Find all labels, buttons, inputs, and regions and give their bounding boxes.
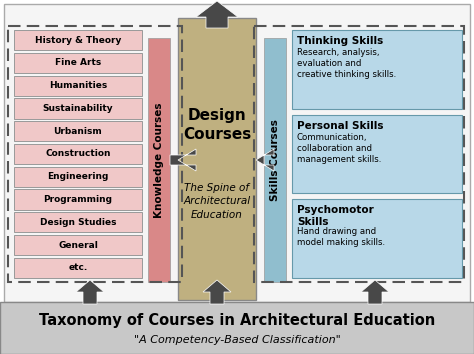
Text: Communication,
collaboration and
management skills.: Communication, collaboration and managem… bbox=[297, 133, 382, 164]
Bar bbox=[178, 18, 256, 300]
Text: Personal Skills: Personal Skills bbox=[297, 121, 383, 131]
Bar bbox=[14, 53, 142, 73]
Polygon shape bbox=[361, 280, 389, 304]
Bar bbox=[148, 38, 170, 282]
Text: Fine Arts: Fine Arts bbox=[55, 58, 101, 67]
Polygon shape bbox=[170, 149, 196, 171]
Polygon shape bbox=[256, 149, 274, 171]
Bar bbox=[14, 189, 142, 210]
Text: Construction: Construction bbox=[45, 149, 111, 159]
Text: Design
Courses: Design Courses bbox=[183, 108, 251, 142]
Bar bbox=[14, 167, 142, 187]
Text: Urbanism: Urbanism bbox=[54, 127, 102, 136]
Text: General: General bbox=[58, 241, 98, 250]
Bar bbox=[14, 212, 142, 233]
Bar bbox=[14, 30, 142, 50]
Text: Hand drawing and
model making skills.: Hand drawing and model making skills. bbox=[297, 227, 385, 247]
Bar bbox=[292, 115, 462, 193]
Text: Taxonomy of Courses in Architectural Education: Taxonomy of Courses in Architectural Edu… bbox=[39, 313, 435, 327]
Text: Research, analysis,
evaluation and
creative thinking skills.: Research, analysis, evaluation and creat… bbox=[297, 48, 396, 79]
Text: History & Theory: History & Theory bbox=[35, 36, 121, 45]
Bar bbox=[14, 75, 142, 96]
Text: Sustainability: Sustainability bbox=[43, 104, 113, 113]
Text: The Spine of
Architectural
Education: The Spine of Architectural Education bbox=[183, 183, 251, 219]
Text: Knowledge Courses: Knowledge Courses bbox=[154, 102, 164, 218]
Bar bbox=[264, 38, 286, 282]
Bar bbox=[14, 235, 142, 255]
Polygon shape bbox=[203, 280, 231, 304]
Text: Psychomotor
Skills: Psychomotor Skills bbox=[297, 205, 374, 227]
Bar bbox=[292, 199, 462, 278]
Bar bbox=[0, 302, 474, 354]
Text: "A Competency-Based Classification": "A Competency-Based Classification" bbox=[134, 335, 340, 345]
Bar bbox=[8, 26, 182, 282]
Bar bbox=[292, 30, 462, 109]
Bar bbox=[4, 4, 470, 302]
Text: Engineering: Engineering bbox=[47, 172, 109, 181]
Bar bbox=[14, 121, 142, 141]
Text: Design Studies: Design Studies bbox=[40, 218, 116, 227]
Text: Humanities: Humanities bbox=[49, 81, 107, 90]
Text: Skills Courses: Skills Courses bbox=[270, 119, 280, 201]
Polygon shape bbox=[196, 1, 238, 28]
Bar bbox=[254, 26, 464, 282]
Text: Programming: Programming bbox=[44, 195, 112, 204]
Text: etc.: etc. bbox=[68, 263, 88, 272]
Text: Thinking Skills: Thinking Skills bbox=[297, 36, 383, 46]
Bar bbox=[14, 144, 142, 164]
Bar bbox=[14, 258, 142, 278]
Polygon shape bbox=[76, 280, 104, 304]
Bar bbox=[14, 98, 142, 119]
